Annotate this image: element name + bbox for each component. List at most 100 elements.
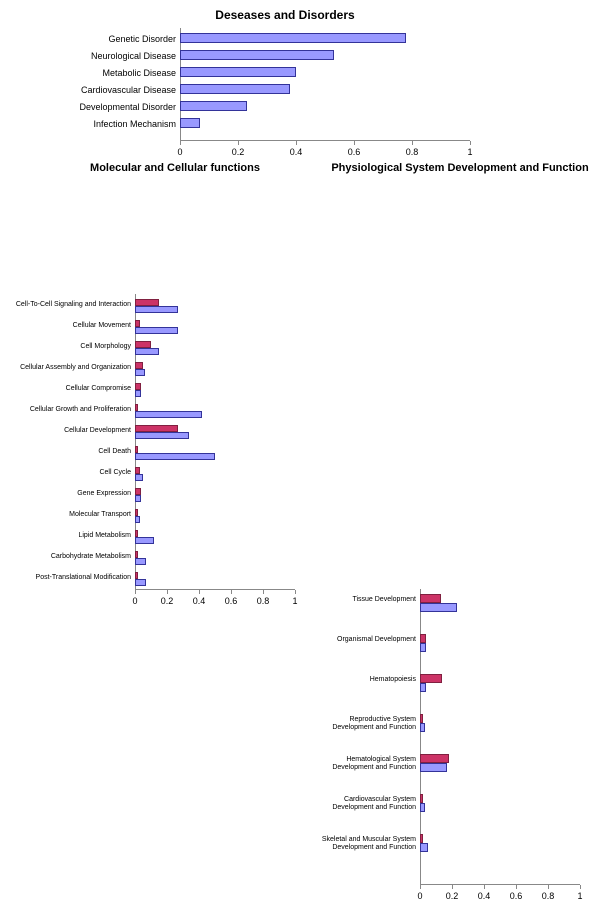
left-bar-series1 [135, 390, 141, 397]
right-bar-series2 [420, 674, 442, 683]
right-bar-series1 [420, 803, 425, 812]
top-x-tick-label: 0.8 [406, 147, 419, 157]
left-category-label: Cell Cycle [99, 469, 135, 476]
left-bar-series2 [135, 341, 151, 348]
left-category-label: Cellular Growth and Proliferation [30, 406, 135, 413]
left-bar-series1 [135, 579, 146, 586]
top-x-tick-label: 0.6 [348, 147, 361, 157]
right-bar-series2 [420, 714, 423, 723]
left-chart-title: Molecular and Cellular functions [25, 162, 325, 174]
left-category-label: Post-Translational Modification [36, 574, 135, 581]
left-bar-series1 [135, 306, 178, 313]
left-bar-series1 [135, 411, 202, 418]
left-x-tick-label: 0 [132, 596, 137, 606]
left-bar-series2 [135, 425, 178, 432]
top-x-tick-label: 1 [467, 147, 472, 157]
right-category-label: Tissue Development [352, 596, 420, 604]
top-category-label: Cardiovascular Disease [81, 85, 180, 95]
right-category-label: Reproductive System Development and Func… [332, 716, 420, 731]
left-x-tick [199, 590, 200, 594]
left-bar-series1 [135, 558, 146, 565]
right-x-tick [484, 885, 485, 889]
left-x-tick-label: 0.2 [161, 596, 174, 606]
right-x-tick [420, 885, 421, 889]
left-bar-series2 [135, 446, 138, 453]
top-category-label: Developmental Disorder [79, 102, 180, 112]
right-category-label: Organismal Development [337, 636, 420, 644]
right-category-label: Hematopoiesis [370, 676, 420, 684]
left-bar-series1 [135, 348, 159, 355]
right-x-axis: 00.20.40.60.81 [420, 884, 580, 885]
right-bar-series1 [420, 723, 425, 732]
right-bar-series1 [420, 643, 426, 652]
right-x-tick-label: 0.8 [542, 891, 555, 901]
top-category-label: Neurological Disease [91, 51, 180, 61]
left-category-label: Lipid Metabolism [78, 532, 135, 539]
left-bar-series2 [135, 509, 138, 516]
top-x-tick-label: 0 [177, 147, 182, 157]
left-bar-series2 [135, 383, 141, 390]
left-x-tick-label: 0.6 [225, 596, 238, 606]
left-bar-series2 [135, 320, 140, 327]
left-bar-series2 [135, 572, 138, 579]
top-bar-series1 [180, 33, 406, 43]
left-x-tick [295, 590, 296, 594]
left-x-axis: 00.20.40.60.81 [135, 589, 295, 590]
left-bar-series1 [135, 474, 143, 481]
right-category-label: Hematological System Development and Fun… [332, 756, 420, 771]
left-chart: Cell-To-Cell Signaling and InteractionCe… [135, 294, 295, 589]
left-x-tick [167, 590, 168, 594]
top-x-tick [180, 141, 181, 145]
left-bar-series1 [135, 495, 141, 502]
right-bar-series1 [420, 683, 426, 692]
right-chart-title: Physiological System Development and Fun… [320, 162, 600, 174]
right-bar-series2 [420, 754, 449, 763]
top-x-tick-label: 0.4 [290, 147, 303, 157]
left-bar-series1 [135, 327, 178, 334]
left-category-label: Cellular Compromise [66, 385, 135, 392]
right-x-tick-label: 0.4 [478, 891, 491, 901]
top-chart-title: Deseases and Disorders [60, 8, 510, 22]
left-category-label: Gene Expression [77, 490, 135, 497]
left-bar-series2 [135, 488, 141, 495]
top-category-label: Metabolic Disease [102, 68, 180, 78]
left-category-label: Cell Morphology [80, 343, 135, 350]
top-x-tick [296, 141, 297, 145]
right-bar-series2 [420, 794, 423, 803]
right-bar-series2 [420, 594, 441, 603]
left-category-label: Molecular Transport [69, 511, 135, 518]
left-x-tick-label: 0.8 [257, 596, 270, 606]
right-chart: Tissue DevelopmentOrganismal Development… [420, 589, 580, 884]
right-bar-series1 [420, 603, 457, 612]
right-x-tick-label: 0.2 [446, 891, 459, 901]
right-category-label: Cardiovascular System Development and Fu… [332, 796, 420, 811]
left-bar-series1 [135, 369, 145, 376]
top-x-tick [238, 141, 239, 145]
left-bar-series2 [135, 362, 143, 369]
right-x-tick-label: 1 [577, 891, 582, 901]
top-bar-series1 [180, 101, 247, 111]
top-bar-series1 [180, 50, 334, 60]
top-x-tick [354, 141, 355, 145]
left-y-axis [135, 294, 136, 589]
right-x-tick [580, 885, 581, 889]
top-x-tick [470, 141, 471, 145]
right-bar-series1 [420, 763, 447, 772]
top-bar-series1 [180, 84, 290, 94]
right-x-tick [452, 885, 453, 889]
top-x-tick-label: 0.2 [232, 147, 245, 157]
right-x-tick-label: 0.6 [510, 891, 523, 901]
left-bar-series2 [135, 467, 140, 474]
left-category-label: Cellular Development [64, 427, 135, 434]
right-x-tick [516, 885, 517, 889]
left-bar-series1 [135, 432, 189, 439]
left-category-label: Cell-To-Cell Signaling and Interaction [16, 301, 135, 308]
top-x-axis: 00.20.40.60.81 [180, 140, 470, 141]
left-category-label: Cell Death [98, 448, 135, 455]
right-category-label: Skeletal and Muscular System Development… [322, 836, 420, 851]
left-bar-series1 [135, 537, 154, 544]
top-bar-series1 [180, 67, 296, 77]
top-category-label: Genetic Disorder [108, 34, 180, 44]
left-x-tick-label: 1 [292, 596, 297, 606]
left-x-tick [135, 590, 136, 594]
